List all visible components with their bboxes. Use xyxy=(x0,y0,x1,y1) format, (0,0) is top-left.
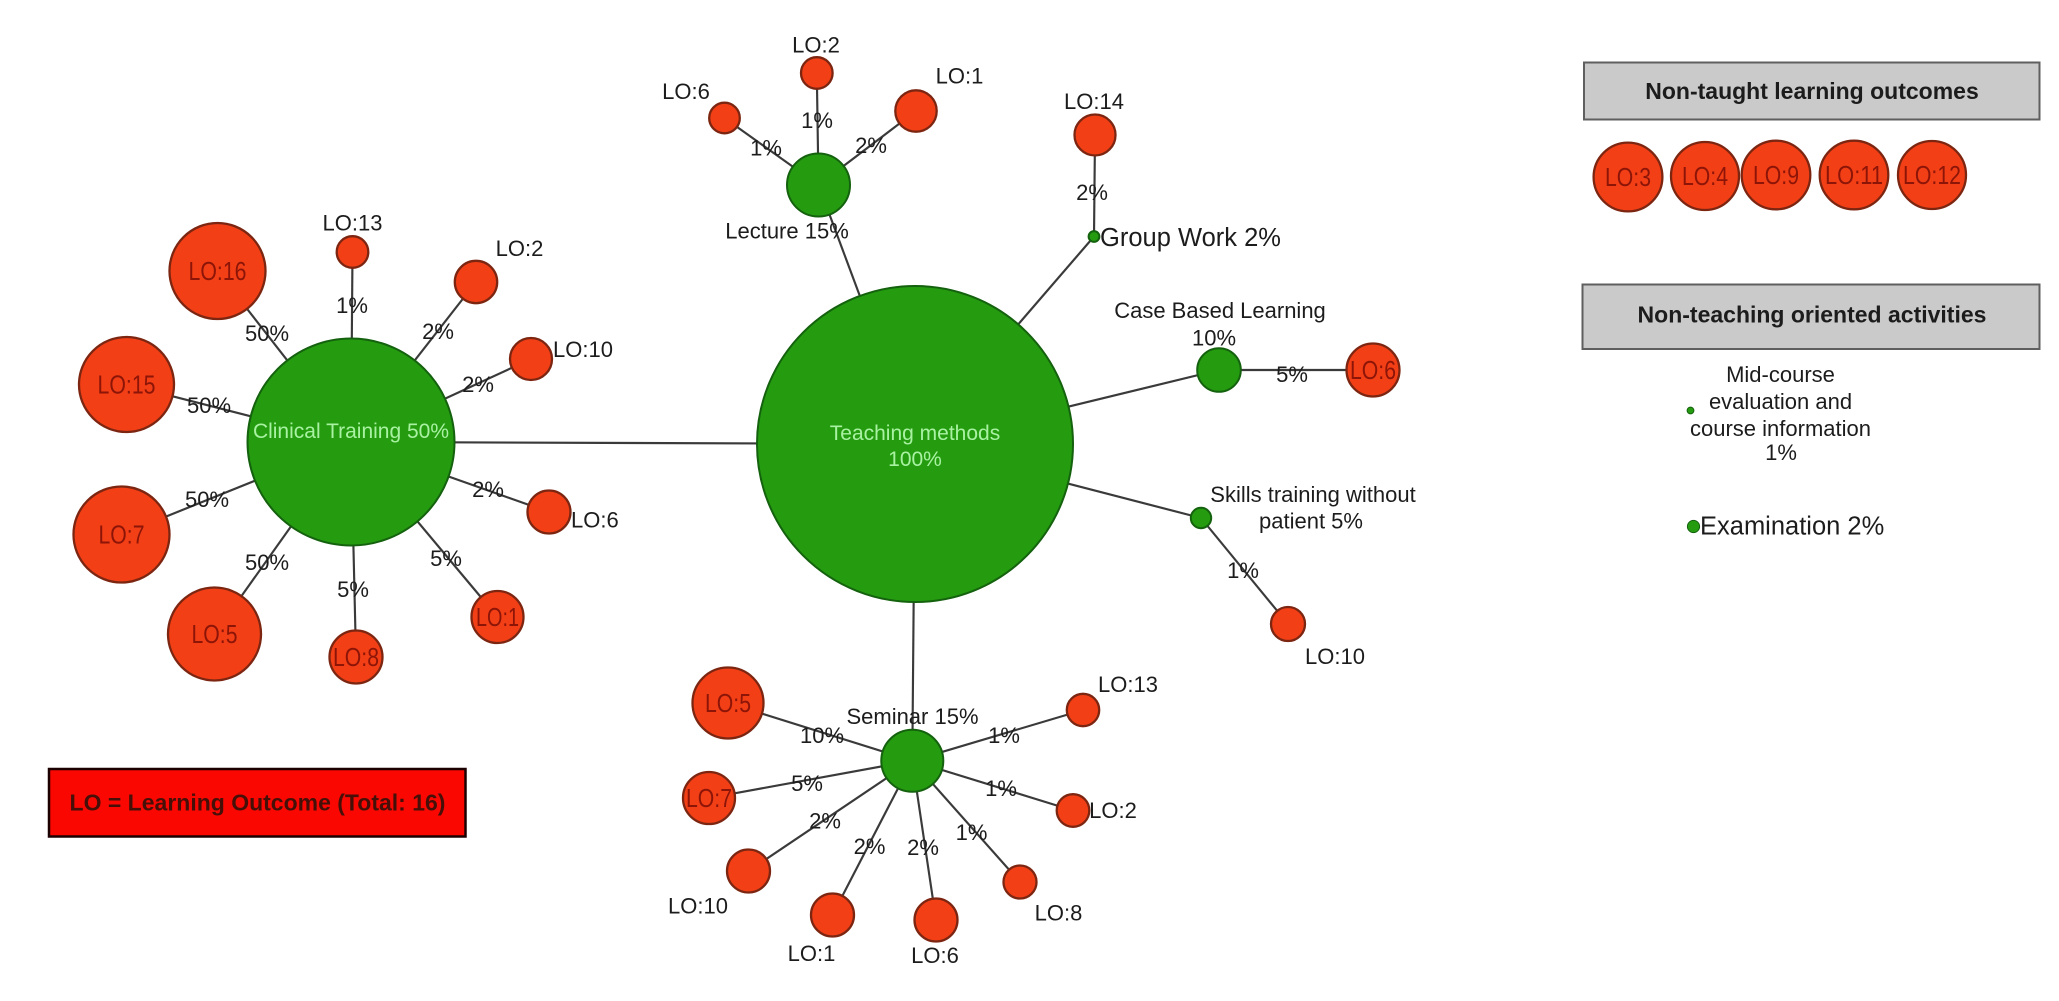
svg-text:10%: 10% xyxy=(1192,326,1236,351)
svg-text:LO:9: LO:9 xyxy=(1753,160,1799,190)
svg-text:2%: 2% xyxy=(809,809,841,834)
svg-text:1%: 1% xyxy=(1765,440,1797,465)
svg-text:5%: 5% xyxy=(1276,362,1308,387)
svg-text:evaluation and: evaluation and xyxy=(1709,389,1852,414)
svg-text:LO:1: LO:1 xyxy=(476,602,519,632)
svg-text:LO:1: LO:1 xyxy=(936,64,984,89)
svg-text:2%: 2% xyxy=(422,319,454,344)
svg-text:LO:13: LO:13 xyxy=(323,211,383,236)
svg-text:1%: 1% xyxy=(985,776,1017,801)
svg-text:LO:2: LO:2 xyxy=(792,33,840,58)
svg-text:5%: 5% xyxy=(791,771,823,796)
svg-text:LO:11: LO:11 xyxy=(1825,160,1883,190)
svg-text:patient 5%: patient 5% xyxy=(1259,509,1363,534)
svg-text:LO:6: LO:6 xyxy=(911,943,959,968)
svg-text:LO:10: LO:10 xyxy=(1305,644,1365,669)
svg-text:1%: 1% xyxy=(336,293,368,318)
svg-text:1%: 1% xyxy=(956,820,988,845)
svg-text:course information: course information xyxy=(1690,416,1871,441)
svg-text:Skills training without: Skills training without xyxy=(1210,482,1415,507)
svg-text:1%: 1% xyxy=(750,136,782,161)
svg-text:LO:6: LO:6 xyxy=(1350,355,1396,385)
svg-text:Non-taught learning outcomes: Non-taught learning outcomes xyxy=(1645,78,1979,104)
svg-text:50%: 50% xyxy=(185,487,229,512)
svg-text:LO:13: LO:13 xyxy=(1098,672,1158,697)
svg-text:Examination 2%: Examination 2% xyxy=(1700,513,1884,541)
svg-text:LO:5: LO:5 xyxy=(705,688,751,718)
svg-text:LO:6: LO:6 xyxy=(571,508,619,533)
svg-text:50%: 50% xyxy=(245,321,289,346)
svg-text:Group Work 2%: Group Work 2% xyxy=(1100,224,1281,252)
svg-text:10%: 10% xyxy=(800,723,844,748)
svg-text:50%: 50% xyxy=(187,393,231,418)
svg-text:LO = Learning Outcome (Total:: LO = Learning Outcome (Total: 16) xyxy=(70,790,446,816)
svg-text:Clinical Training 50%: Clinical Training 50% xyxy=(253,420,449,443)
svg-text:100%: 100% xyxy=(888,448,942,471)
svg-text:1%: 1% xyxy=(801,108,833,133)
svg-text:LO:3: LO:3 xyxy=(1605,162,1651,192)
svg-text:LO:2: LO:2 xyxy=(1089,798,1137,823)
svg-text:2%: 2% xyxy=(854,834,886,859)
svg-text:LO:5: LO:5 xyxy=(192,619,238,649)
svg-text:2%: 2% xyxy=(907,835,939,860)
svg-text:LO:4: LO:4 xyxy=(1682,161,1728,191)
svg-text:2%: 2% xyxy=(855,133,887,158)
svg-text:LO:8: LO:8 xyxy=(333,642,379,672)
svg-text:LO:10: LO:10 xyxy=(553,337,613,362)
svg-text:LO:7: LO:7 xyxy=(686,783,732,813)
svg-text:Case Based Learning: Case Based Learning xyxy=(1114,298,1326,323)
svg-text:5%: 5% xyxy=(337,577,369,602)
svg-text:LO:15: LO:15 xyxy=(98,370,156,400)
svg-text:Seminar 15%: Seminar 15% xyxy=(846,704,978,729)
svg-text:1%: 1% xyxy=(1227,558,1259,583)
svg-text:Non-teaching oriented activiti: Non-teaching oriented activities xyxy=(1638,302,1987,328)
svg-text:LO:14: LO:14 xyxy=(1064,89,1124,114)
svg-text:2%: 2% xyxy=(462,372,494,397)
svg-text:50%: 50% xyxy=(245,550,289,575)
svg-text:LO:12: LO:12 xyxy=(1903,160,1961,190)
svg-text:Teaching methods: Teaching methods xyxy=(830,422,1000,445)
svg-text:LO:6: LO:6 xyxy=(662,79,710,104)
svg-text:5%: 5% xyxy=(430,546,462,571)
svg-text:2%: 2% xyxy=(1076,180,1108,205)
svg-text:LO:1: LO:1 xyxy=(788,941,836,966)
svg-text:2%: 2% xyxy=(472,477,504,502)
svg-text:LO:10: LO:10 xyxy=(668,894,728,919)
svg-text:LO:8: LO:8 xyxy=(1035,901,1083,926)
svg-text:LO:16: LO:16 xyxy=(189,256,247,286)
svg-text:LO:2: LO:2 xyxy=(496,236,544,261)
svg-text:1%: 1% xyxy=(988,723,1020,748)
svg-text:Lecture 15%: Lecture 15% xyxy=(725,219,849,244)
svg-text:LO:7: LO:7 xyxy=(99,520,145,550)
svg-text:Mid-course: Mid-course xyxy=(1726,362,1835,387)
